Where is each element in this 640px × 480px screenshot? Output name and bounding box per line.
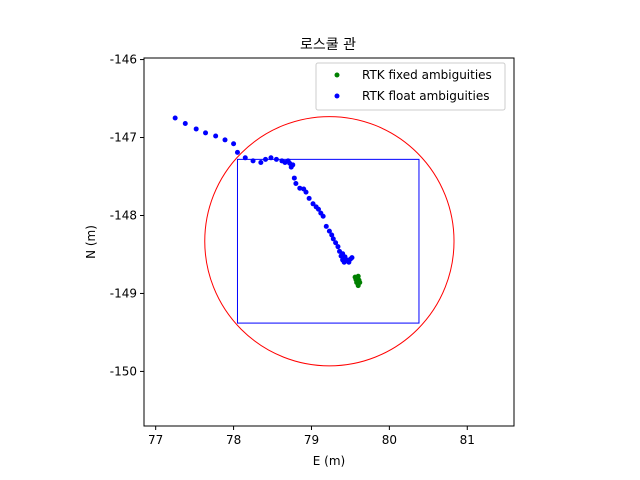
y-tick-label: -149 — [110, 286, 137, 300]
x-axis-label: E (m) — [313, 454, 345, 468]
data-point — [306, 195, 312, 201]
data-point — [291, 175, 297, 181]
data-point — [303, 189, 309, 195]
data-point — [234, 149, 240, 155]
x-tick-label: 80 — [382, 433, 397, 447]
data-point — [355, 283, 361, 289]
data-point — [273, 156, 279, 162]
data-point — [349, 255, 355, 261]
data-point — [297, 185, 303, 191]
x-tick-label: 77 — [148, 433, 163, 447]
chart-title: 로스쿨 관 — [300, 37, 356, 53]
data-point — [293, 181, 299, 187]
x-tick-label: 78 — [226, 433, 241, 447]
data-point — [193, 126, 199, 132]
legend-marker — [334, 93, 340, 99]
y-tick-label: -147 — [110, 131, 137, 145]
data-point — [263, 156, 269, 162]
y-tick-label: -150 — [110, 364, 137, 378]
legend-label: RTK float ambiguities — [362, 89, 489, 103]
y-tick-label: -148 — [110, 208, 137, 222]
accuracy-circle — [204, 116, 455, 367]
data-point — [250, 158, 256, 164]
data-point — [341, 259, 347, 265]
data-point — [340, 251, 346, 257]
data-point — [310, 201, 316, 207]
y-tick-label: -146 — [110, 53, 137, 67]
data-point — [258, 159, 264, 165]
data-point — [203, 130, 209, 136]
data-point — [329, 232, 335, 238]
data-point — [335, 244, 341, 250]
x-tick-label: 79 — [304, 433, 319, 447]
data-point — [242, 155, 248, 161]
data-point — [323, 223, 329, 229]
plot-area — [172, 115, 455, 367]
data-point — [182, 120, 188, 126]
legend-marker — [334, 72, 340, 78]
legend-box — [315, 62, 506, 111]
data-point — [231, 141, 237, 147]
bounding-rectangle — [236, 158, 420, 324]
data-point — [172, 115, 178, 121]
data-point — [213, 133, 219, 139]
data-point — [222, 137, 228, 143]
data-point — [326, 228, 332, 234]
data-point — [268, 155, 274, 161]
legend: RTK fixed ambiguities RTK float ambiguiti… — [315, 62, 506, 111]
legend-label: RTK fixed ambiguities — [362, 68, 492, 82]
axis-ticks: 77 78 79 80 81 -146 -147 -148 -149 -150 — [110, 53, 475, 447]
data-point — [333, 240, 339, 246]
x-tick-label: 81 — [460, 433, 475, 447]
data-point — [320, 213, 326, 219]
y-axis-label: N (m) — [84, 225, 98, 259]
data-point — [330, 236, 336, 242]
plot-frame — [143, 57, 515, 427]
data-point — [290, 162, 296, 168]
data-point — [315, 206, 321, 212]
